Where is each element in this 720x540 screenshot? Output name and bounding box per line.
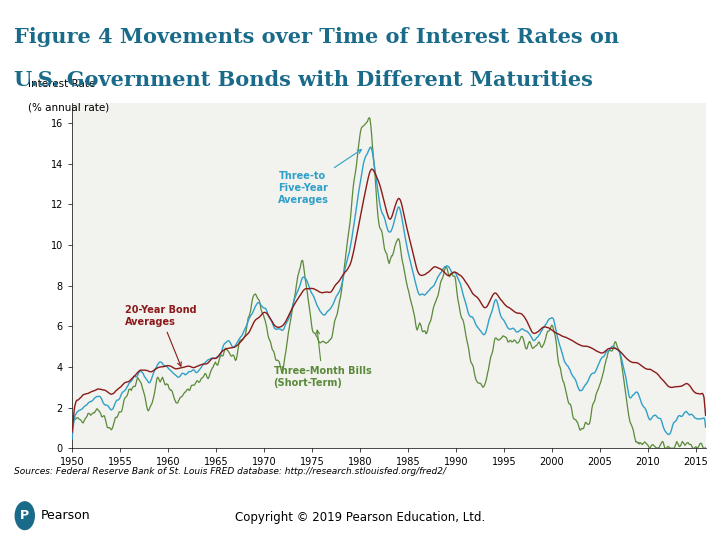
Text: (% annual rate): (% annual rate) (27, 103, 109, 113)
Text: Three-Month Bills
(Short-Term): Three-Month Bills (Short-Term) (274, 330, 372, 388)
Text: Interest Rate: Interest Rate (27, 79, 95, 89)
Text: Sources: Federal Reserve Bank of St. Louis FRED database: http://research.stloui: Sources: Federal Reserve Bank of St. Lou… (14, 467, 446, 476)
Text: U.S. Government Bonds with Different Maturities: U.S. Government Bonds with Different Mat… (14, 70, 593, 90)
Text: Three-to
Five-Year
Averages: Three-to Five-Year Averages (279, 150, 361, 205)
Text: P: P (20, 509, 30, 522)
Text: Copyright © 2019 Pearson Education, Ltd.: Copyright © 2019 Pearson Education, Ltd. (235, 511, 485, 524)
Text: 20-Year Bond
Averages: 20-Year Bond Averages (125, 305, 197, 366)
Text: Pearson: Pearson (40, 509, 90, 522)
Text: Figure 4 Movements over Time of Interest Rates on: Figure 4 Movements over Time of Interest… (14, 27, 619, 47)
Circle shape (15, 502, 35, 530)
